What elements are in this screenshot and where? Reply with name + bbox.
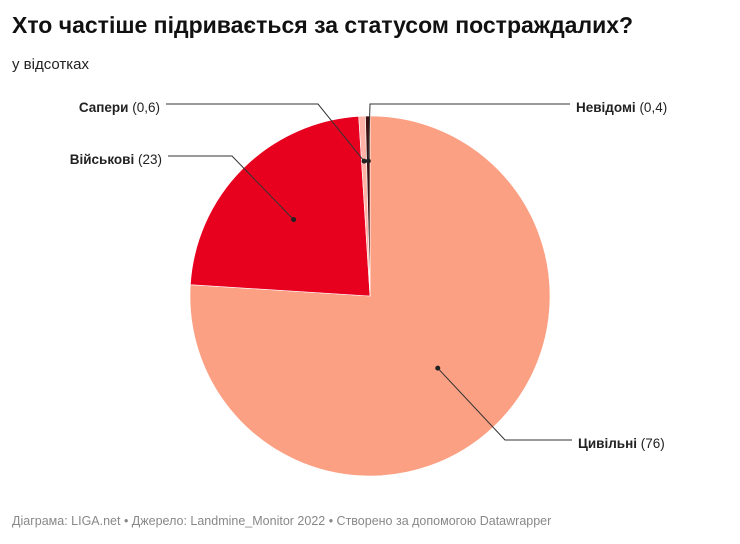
leader-dot-1 [291,217,297,223]
slice-label-2: Сапери (0,6) [79,100,160,115]
leader-line-2 [166,103,365,162]
leader-dot-0 [435,365,441,371]
slice-label-value: (0,4) [636,100,668,115]
slice-label-name: Військові [70,152,134,167]
slice-label-name: Невідомі [576,100,636,115]
slice-label-1: Військові (23) [70,152,162,167]
leader-dot-2 [361,158,367,164]
slice-label-name: Сапери [79,100,129,115]
leader-line-3 [367,103,570,162]
slice-label-name: Цивільні [578,436,637,451]
leader-dot-3 [365,158,371,164]
slice-label-value: (0,6) [128,100,160,115]
chart-footer: Діаграма: LIGA.net • Джерело: Landmine_M… [12,514,552,528]
slice-label-value: (76) [637,436,665,451]
chart-title: Хто частіше підривається за статусом пос… [12,12,634,38]
slice-label-3: Невідомі (0,4) [576,100,667,115]
leader-line-1 [168,155,294,220]
leader-line-0 [437,367,572,441]
chart-subtitle: у відсотках [12,56,90,73]
slice-label-value: (23) [134,152,162,167]
slice-label-0: Цивільні (76) [578,436,665,451]
